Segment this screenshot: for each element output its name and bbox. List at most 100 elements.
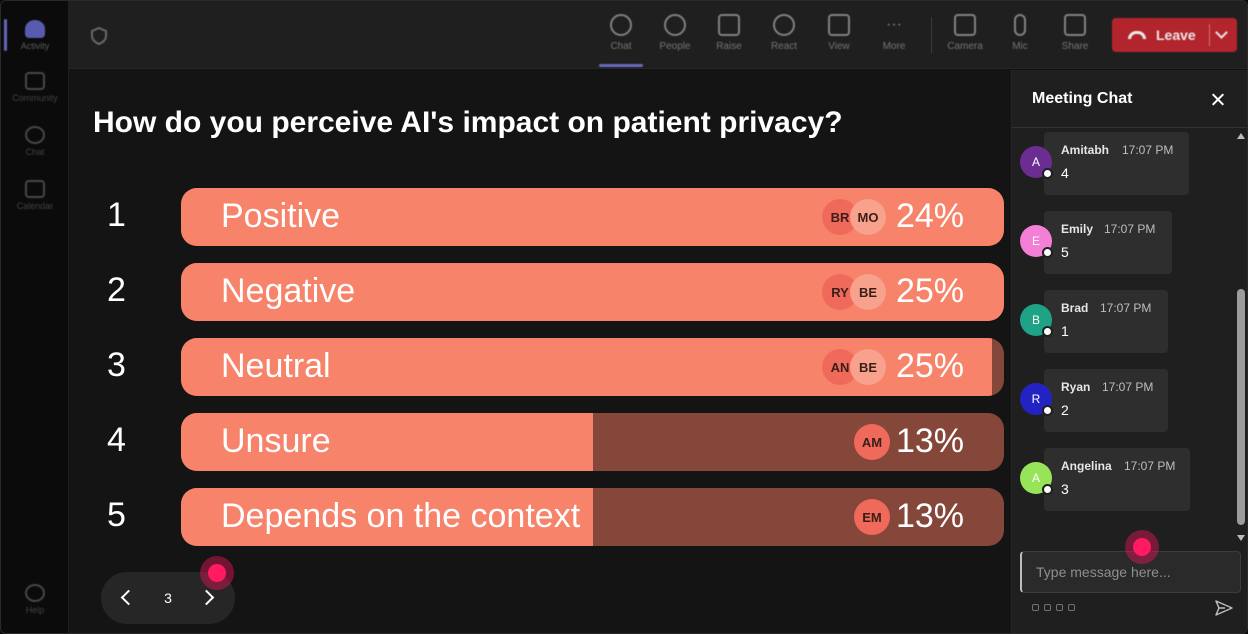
option-result-bar: Positive BR MO 24%: [181, 188, 1004, 246]
avatar-initial: A: [1031, 471, 1040, 485]
rail-item-label: Community: [12, 92, 58, 103]
voter-avatar: BE: [850, 349, 886, 385]
avatar[interactable]: R: [1020, 383, 1053, 416]
rail-item-community[interactable]: Community: [1, 61, 69, 113]
option-result-bar: Unsure AM 13%: [181, 413, 1004, 471]
avatar-initial: E: [1031, 234, 1040, 248]
toolbar-view-button[interactable]: View: [813, 11, 865, 63]
option-result-bar: Depends on the context EM 13%: [181, 488, 1004, 546]
avatar[interactable]: A: [1020, 462, 1053, 495]
bell-icon: [25, 19, 45, 38]
mic-icon: [1014, 14, 1026, 36]
calendar-icon: [25, 179, 45, 198]
help-icon: [25, 583, 45, 602]
message-bubble[interactable]: Brad 17:07 PM 1: [1044, 290, 1168, 353]
message-time: 17:07 PM: [1102, 380, 1154, 394]
leave-divider: [1209, 24, 1210, 46]
rail-item-chat[interactable]: Chat: [1, 115, 69, 167]
camera-off-icon: [954, 14, 976, 36]
option-result-fill: [181, 413, 593, 471]
gif-icon[interactable]: [1068, 604, 1075, 611]
emoji-icon[interactable]: [1056, 604, 1063, 611]
toolbar-raise-button[interactable]: Raise: [703, 11, 755, 63]
format-icon[interactable]: [1032, 604, 1039, 611]
avatar-initial: R: [1031, 392, 1041, 406]
click-indicator: [1125, 530, 1159, 564]
community-icon: [25, 71, 45, 90]
chat-scrollbar[interactable]: [1235, 131, 1247, 543]
message-sender: Amitabh: [1061, 143, 1109, 157]
smiley-icon: [773, 14, 795, 36]
meeting-chat-panel: Meeting Chat Amitabh 17:07 PM 4 A Emily 17:07…: [1011, 70, 1247, 633]
toolbar-mic-button[interactable]: Mic: [994, 11, 1046, 63]
toolbar-item-label: View: [828, 41, 850, 52]
toolbar-people-button[interactable]: People: [649, 11, 701, 63]
toolbar-item-label: More: [882, 41, 906, 52]
chat-icon: [25, 125, 45, 144]
message-time: 17:07 PM: [1100, 301, 1152, 315]
scroll-up-icon[interactable]: [1237, 133, 1245, 139]
message-bubble[interactable]: Ryan 17:07 PM 2: [1044, 369, 1168, 432]
toolbar-react-button[interactable]: React: [758, 11, 810, 63]
toolbar-chat-button[interactable]: Chat: [595, 11, 647, 67]
rail-item-help[interactable]: Help: [1, 573, 69, 625]
option-percent: 13%: [895, 497, 964, 535]
avatar[interactable]: B: [1020, 304, 1053, 337]
avatar[interactable]: A: [1020, 146, 1053, 179]
share-icon: [1064, 14, 1086, 36]
option-result-bar: Negative RY BE 25%: [181, 263, 1004, 321]
voter-avatar: BE: [850, 274, 886, 310]
poll-results-stage: How do you perceive AI's impact on patie…: [69, 70, 1011, 633]
leave-button[interactable]: Leave: [1112, 18, 1237, 52]
attach-icon[interactable]: [1044, 604, 1051, 611]
option-label: Negative: [221, 272, 356, 310]
phone-hangup-icon: [1128, 31, 1146, 39]
option-number: 4: [107, 421, 126, 459]
avatar-initial: A: [1031, 155, 1040, 169]
message-text: 3: [1061, 481, 1069, 497]
voter-avatar: MO: [850, 199, 886, 235]
message-text: 1: [1061, 323, 1069, 339]
chevron-right-icon[interactable]: [198, 589, 215, 606]
hand-icon: [718, 14, 740, 36]
option-label: Depends on the context: [221, 497, 581, 535]
chevron-left-icon[interactable]: [120, 589, 137, 606]
format-toolbar: [1032, 604, 1075, 611]
toolbar-item-label: Camera: [947, 41, 983, 52]
message-text: 4: [1061, 165, 1069, 181]
poll-question: How do you perceive AI's impact on patie…: [93, 106, 843, 139]
send-icon[interactable]: [1215, 600, 1233, 616]
message-sender: Angelina: [1061, 459, 1112, 473]
message-bubble[interactable]: Amitabh 17:07 PM 4: [1044, 132, 1189, 195]
option-number: 5: [107, 496, 126, 534]
rail-item-label: Help: [25, 604, 45, 615]
close-icon[interactable]: [1208, 90, 1228, 110]
rail-item-calendar[interactable]: Calendar: [1, 169, 69, 221]
presence-status-icon: [1042, 484, 1053, 495]
toolbar-camera-button[interactable]: Camera: [939, 11, 991, 63]
scroll-down-icon[interactable]: [1237, 535, 1245, 541]
click-indicator: [200, 556, 234, 590]
poll-pager: 3: [101, 572, 235, 624]
scrollbar-thumb[interactable]: [1237, 289, 1245, 525]
message-bubble[interactable]: Angelina 17:07 PM 3: [1044, 448, 1190, 511]
chat-title: Meeting Chat: [1032, 90, 1133, 107]
message-bubble[interactable]: Emily 17:07 PM 5: [1044, 211, 1172, 274]
meeting-toolbar: Chat People Raise React View ··· More Ca…: [69, 1, 1247, 69]
message-time: 17:07 PM: [1122, 143, 1174, 157]
more-icon: ···: [886, 16, 902, 33]
toolbar-item-label: Chat: [610, 41, 632, 52]
option-percent: 25%: [895, 272, 964, 310]
shield-icon: [91, 27, 107, 45]
app-rail: Activity Community Chat Calendar Help: [1, 1, 69, 633]
voter-avatar: AM: [854, 424, 890, 460]
rail-item-activity[interactable]: Activity: [1, 9, 69, 61]
chevron-down-icon[interactable]: [1215, 26, 1228, 39]
rail-item-label: Activity: [20, 40, 50, 51]
presence-status-icon: [1042, 326, 1053, 337]
avatar[interactable]: E: [1020, 225, 1053, 258]
toolbar-more-button[interactable]: ··· More: [868, 11, 920, 63]
toolbar-share-button[interactable]: Share: [1049, 11, 1101, 63]
presence-status-icon: [1042, 168, 1053, 179]
